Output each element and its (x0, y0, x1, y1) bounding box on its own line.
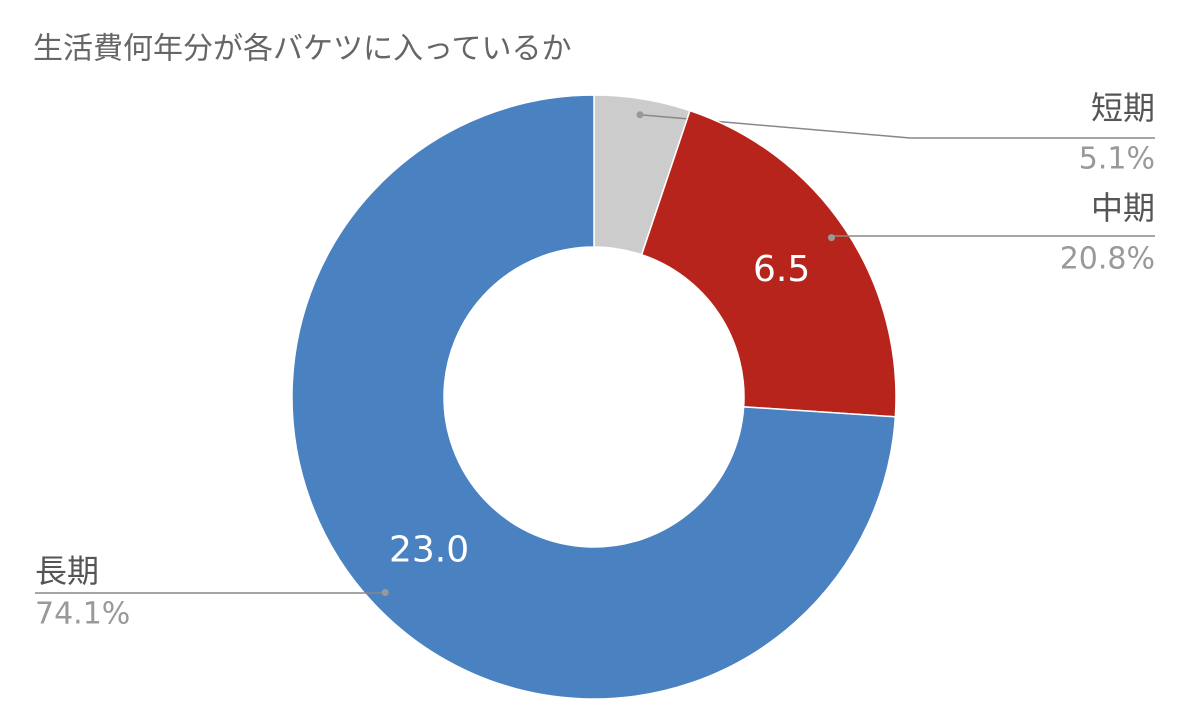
category-label: 短期 (1091, 89, 1155, 127)
data-label: 23.0 (389, 529, 469, 570)
chart-title: 生活費何年分が各バケツに入っているか (33, 32, 572, 67)
donut-slice (640, 109, 897, 418)
donut-slice (291, 94, 897, 700)
data-label: 6.5 (753, 249, 810, 290)
percent-label: 74.1% (35, 597, 130, 632)
leader-line (639, 113, 1155, 139)
percent-label: 5.1% (1079, 142, 1155, 177)
leader-line (35, 592, 386, 594)
leader-dot (827, 234, 835, 242)
percent-label: 20.8% (1060, 242, 1155, 277)
leader-dot (636, 111, 644, 119)
category-label: 長期 (35, 552, 99, 590)
category-label: 中期 (1091, 189, 1155, 227)
leader-dot (381, 588, 389, 596)
